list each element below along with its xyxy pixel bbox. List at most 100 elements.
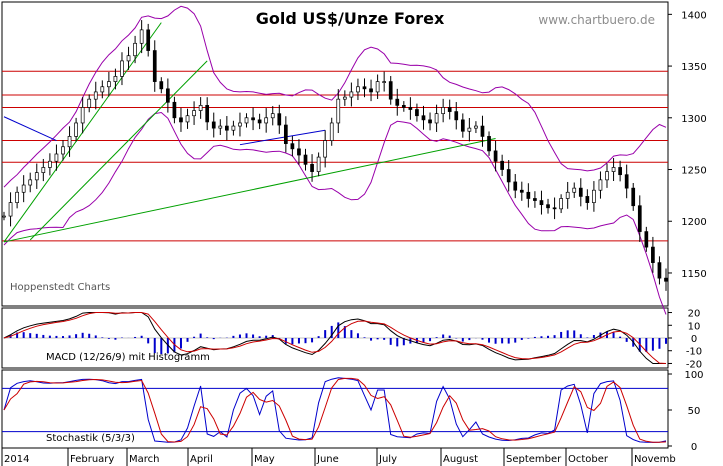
candle: [428, 112, 432, 131]
candle: [303, 148, 308, 171]
candle: [107, 71, 111, 97]
candle: [644, 226, 649, 252]
candle-body: [238, 122, 242, 127]
candle-body: [428, 119, 432, 124]
candle: [664, 268, 668, 291]
candle: [133, 35, 137, 64]
candle-body: [93, 91, 98, 100]
candle: [74, 117, 78, 142]
x-tick-label: October: [568, 454, 609, 465]
candle: [401, 101, 406, 112]
macd-y-tick-label: -10: [686, 347, 702, 358]
candle-body: [290, 143, 295, 150]
candle-body: [401, 105, 406, 108]
candle-body: [552, 207, 557, 210]
candle: [362, 78, 367, 98]
candle-body: [500, 160, 504, 170]
candle: [257, 113, 262, 130]
candle: [624, 164, 629, 199]
candle: [388, 76, 393, 105]
candle: [336, 89, 341, 134]
candle-body: [251, 117, 255, 121]
price-y-tick-label: 1350: [681, 62, 706, 73]
x-tick-label: April: [190, 454, 213, 465]
candle: [211, 112, 216, 138]
candle-body: [231, 125, 236, 131]
candle: [28, 172, 33, 193]
candle-body: [664, 277, 668, 282]
candle-body: [342, 96, 347, 100]
candle: [225, 116, 229, 141]
candle: [34, 163, 39, 189]
candle-body: [218, 125, 223, 129]
candle-body: [120, 60, 124, 77]
candle: [572, 182, 577, 198]
candle: [139, 20, 144, 54]
candle-body: [480, 125, 485, 137]
candle: [231, 120, 236, 136]
candle-body: [539, 200, 544, 206]
candle: [539, 190, 544, 215]
candle-body: [395, 98, 400, 106]
bollinger-lower-band: [3, 111, 667, 315]
stochastik-y-tick-label: 50: [688, 406, 701, 417]
candle-body: [559, 198, 563, 210]
stochastik-layer: [2, 377, 668, 443]
x-tick-label: February: [70, 454, 114, 465]
candle: [592, 181, 596, 212]
macd-layer: [2, 312, 668, 364]
macd-line: [3, 312, 666, 364]
candle: [198, 97, 203, 119]
candle-body: [565, 191, 570, 199]
candle: [93, 81, 98, 110]
candle: [460, 113, 465, 138]
price-panel-frame: [1, 1, 669, 307]
candle-body: [139, 29, 144, 44]
candle: [251, 107, 255, 131]
candle: [283, 116, 288, 153]
candle-body: [382, 81, 387, 83]
candle: [559, 194, 563, 214]
x-tick-label: June: [316, 454, 339, 465]
candle: [126, 46, 131, 70]
candle-body: [244, 117, 249, 124]
candle-body: [605, 171, 609, 181]
macd-y-tick-label: 0: [691, 334, 697, 345]
candle-body: [323, 140, 328, 158]
candle-body: [297, 148, 301, 156]
candle: [382, 71, 387, 92]
candle-body: [316, 156, 321, 172]
candle-body: [356, 86, 360, 93]
candle-body: [572, 187, 577, 193]
price-y-tick-label: 1200: [681, 217, 706, 228]
stochastik-d-line: [3, 377, 667, 443]
candle: [585, 189, 590, 210]
candle: [179, 107, 183, 132]
chart-watermark: Hoppenstedt Charts: [10, 282, 110, 293]
candle-body: [100, 86, 105, 93]
candle: [565, 181, 570, 209]
candle: [637, 195, 642, 242]
candle-body: [15, 191, 19, 203]
candle-body: [434, 113, 439, 124]
candle-body: [637, 205, 642, 232]
candle: [500, 154, 504, 177]
candle: [519, 181, 524, 201]
candle: [349, 82, 354, 107]
candle-body: [513, 181, 518, 191]
candle-body: [166, 88, 170, 103]
candle-body: [519, 189, 524, 193]
candle: [441, 98, 445, 123]
candle: [15, 186, 19, 209]
candle: [329, 117, 334, 146]
candle-body: [388, 81, 393, 100]
x-tick-label: March: [129, 454, 159, 465]
candle: [316, 152, 321, 177]
price-y-tick-label: 1400: [681, 10, 706, 21]
candle-body: [624, 174, 629, 189]
candle: [297, 139, 301, 165]
candle-body: [415, 109, 419, 117]
candle-body: [441, 107, 445, 115]
candle-body: [172, 101, 177, 119]
trend-line-2: [29, 60, 208, 241]
